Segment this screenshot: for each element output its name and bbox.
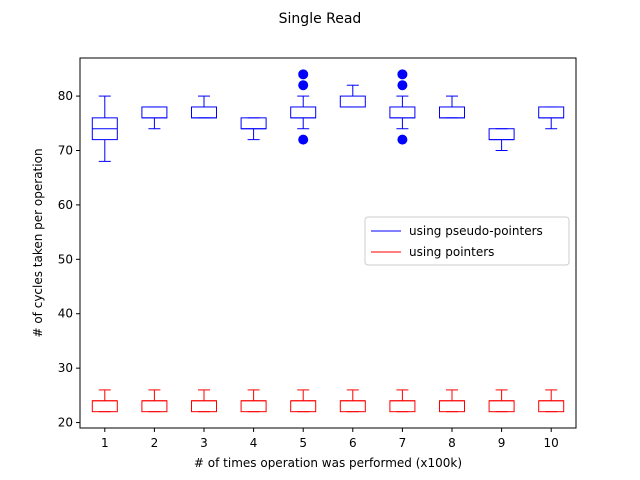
box-iqr	[91, 400, 118, 413]
box-2	[141, 389, 168, 413]
box-4	[240, 389, 267, 413]
box-1	[91, 95, 118, 162]
box-8	[439, 95, 465, 119]
legend-label-pseudo-pointers: using pseudo-pointers	[409, 224, 543, 238]
y-tick-label: 80	[58, 89, 73, 103]
box-2	[141, 106, 168, 130]
box-iqr	[538, 106, 565, 119]
y-tick-label: 50	[58, 252, 73, 266]
box-iqr	[439, 400, 465, 413]
x-tick-label: 8	[448, 436, 456, 450]
y-tick-label: 70	[58, 144, 73, 158]
box-10	[538, 389, 565, 413]
box-iqr	[538, 400, 565, 413]
outlier-point	[298, 134, 309, 145]
box-iqr	[389, 400, 416, 413]
legend-frame	[364, 216, 570, 266]
x-tick-label: 10	[544, 436, 559, 450]
box-1	[91, 389, 118, 413]
box-9	[488, 128, 515, 151]
x-tick-label: 3	[200, 436, 208, 450]
chart-title: Single Read	[279, 11, 362, 27]
box-iqr	[389, 106, 416, 119]
x-tick-label: 5	[299, 436, 307, 450]
legend: using pseudo-pointers using pointers	[364, 216, 570, 266]
y-tick-label: 20	[58, 416, 73, 430]
series-pointers	[91, 389, 565, 413]
box-5	[290, 69, 317, 145]
box-iqr	[290, 106, 317, 119]
box-3	[191, 95, 217, 119]
box-iqr	[290, 400, 317, 413]
y-axis-label: # of cycles taken per operation	[31, 148, 45, 337]
legend-label-pointers: using pointers	[409, 245, 494, 259]
box-iqr	[240, 400, 267, 413]
box-iqr	[488, 128, 515, 141]
outlier-point	[298, 80, 309, 91]
box-iqr	[191, 106, 217, 119]
box-iqr	[488, 400, 515, 413]
outlier-point	[298, 69, 309, 80]
box-10	[538, 106, 565, 130]
x-axis-label: # of times operation was performed (x100…	[194, 456, 462, 470]
box-iqr	[339, 95, 366, 108]
box-series	[91, 69, 565, 413]
x-tick-label: 7	[399, 436, 407, 450]
box-8	[439, 389, 465, 413]
box-iqr	[141, 400, 168, 413]
x-tick-label: 9	[498, 436, 506, 450]
outlier-point	[397, 134, 408, 145]
x-tick-label: 6	[349, 436, 357, 450]
plot-area	[79, 57, 577, 429]
box-6	[339, 389, 366, 413]
x-tick-label: 4	[250, 436, 258, 450]
series-pseudo-pointers	[91, 69, 565, 162]
x-axis: 1 2 3 4 5 6 7 8 9 10	[101, 428, 559, 450]
outlier-point	[397, 80, 408, 91]
box-9	[488, 389, 515, 413]
outlier-point	[397, 69, 408, 80]
box-5	[290, 389, 317, 413]
x-tick-label: 1	[101, 436, 109, 450]
box-7	[389, 389, 416, 413]
box-iqr	[141, 106, 168, 119]
plot-frame	[79, 57, 577, 429]
box-iqr	[439, 106, 465, 119]
box-iqr	[191, 400, 217, 413]
box-iqr	[339, 400, 366, 413]
y-tick-label: 30	[58, 361, 73, 375]
x-tick-label: 2	[151, 436, 159, 450]
box-iqr	[240, 117, 267, 130]
box-4	[240, 117, 267, 141]
box-3	[191, 389, 217, 413]
y-axis: 20 30 40 50 60 70 80	[58, 89, 80, 430]
y-tick-label: 60	[58, 198, 73, 212]
box-6	[339, 84, 366, 108]
y-tick-label: 40	[58, 307, 73, 321]
box-7	[389, 69, 416, 145]
